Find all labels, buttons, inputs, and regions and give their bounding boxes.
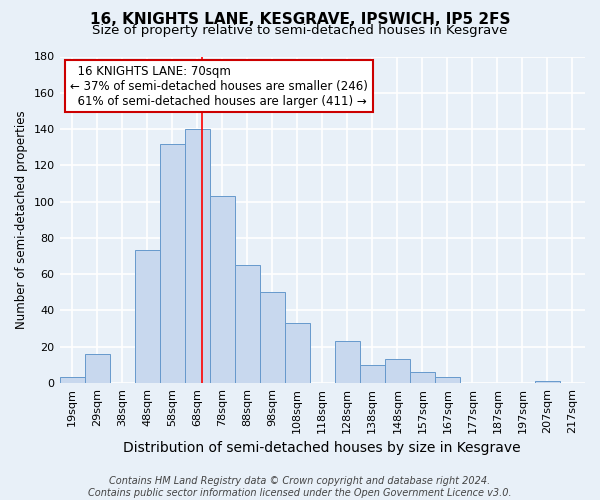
Bar [260, 292, 285, 383]
Bar [410, 372, 435, 383]
Bar [385, 359, 410, 383]
Text: Size of property relative to semi-detached houses in Kesgrave: Size of property relative to semi-detach… [92, 24, 508, 37]
Bar [285, 323, 310, 383]
Text: Contains HM Land Registry data © Crown copyright and database right 2024.
Contai: Contains HM Land Registry data © Crown c… [88, 476, 512, 498]
Bar [85, 354, 110, 383]
Bar [160, 144, 185, 383]
Bar [134, 250, 160, 383]
Bar [235, 265, 260, 383]
X-axis label: Distribution of semi-detached houses by size in Kesgrave: Distribution of semi-detached houses by … [124, 441, 521, 455]
Text: 16, KNIGHTS LANE, KESGRAVE, IPSWICH, IP5 2FS: 16, KNIGHTS LANE, KESGRAVE, IPSWICH, IP5… [90, 12, 510, 28]
Bar [435, 378, 460, 383]
Bar [535, 381, 560, 383]
Bar [360, 364, 385, 383]
Bar [185, 129, 209, 383]
Y-axis label: Number of semi-detached properties: Number of semi-detached properties [15, 110, 28, 329]
Text: 16 KNIGHTS LANE: 70sqm
← 37% of semi-detached houses are smaller (246)
  61% of : 16 KNIGHTS LANE: 70sqm ← 37% of semi-det… [70, 64, 368, 108]
Bar [335, 341, 360, 383]
Bar [209, 196, 235, 383]
Bar [59, 378, 85, 383]
